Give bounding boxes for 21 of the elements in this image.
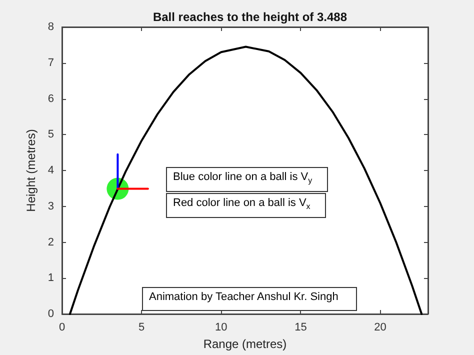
annotation: Red color line on a ball is V$_{x}$	[166, 193, 326, 218]
y-tick-label: 1	[48, 272, 54, 284]
y-tick-label: 4	[48, 164, 54, 176]
y-axis-title: Height (metres)	[24, 129, 38, 212]
y-tick-label: 0	[48, 308, 54, 320]
y-tick-label: 2	[48, 236, 54, 248]
y-tick-label: 7	[48, 56, 54, 69]
y-tick-label: 3	[48, 200, 54, 212]
y-tick-label: 6	[48, 92, 54, 105]
line-series	[68, 46, 423, 315]
y-tick-label: 8	[48, 21, 54, 33]
x-axis-title: Range (metres)	[203, 337, 287, 351]
annotation: Animation by Teacher Anshul Kr. Singh	[142, 287, 357, 311]
x-tick-label: 10	[215, 322, 228, 334]
x-tick-label: 0	[58, 322, 66, 334]
x-tick-label: 5	[138, 322, 145, 334]
y-tick-label: 5	[48, 128, 54, 141]
x-tick-label: 20	[374, 322, 386, 334]
x-tick-label: 15	[294, 322, 307, 334]
annotation: Blue color line on a ball is V$_{y}$	[166, 167, 328, 192]
chart-title: Ball reaches to the height of 3.488	[152, 10, 348, 24]
